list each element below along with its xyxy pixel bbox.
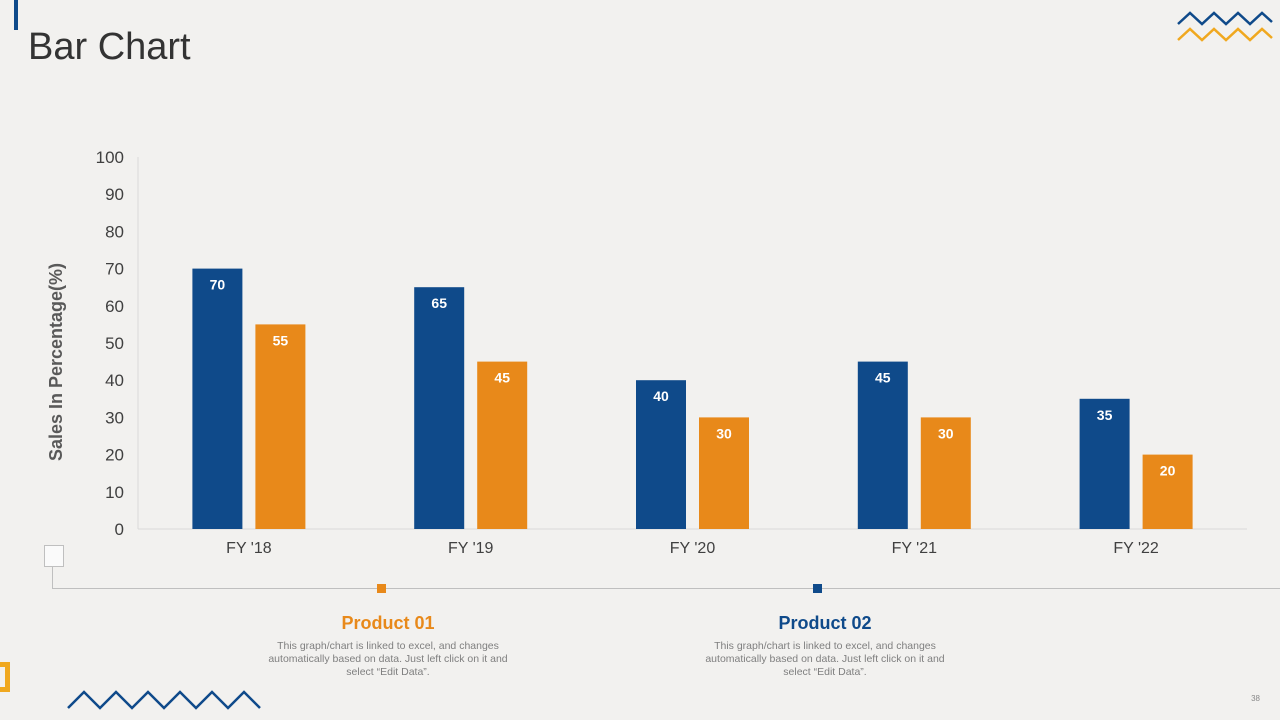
bar — [414, 287, 465, 529]
legend-product-01: Product 01 This graph/chart is linked to… — [263, 613, 513, 679]
data-label: 40 — [653, 388, 669, 404]
y-tick-label: 80 — [105, 222, 124, 241]
y-tick-label: 10 — [105, 483, 124, 502]
y-tick-label: 100 — [96, 148, 124, 167]
bar — [255, 324, 306, 529]
bar — [477, 361, 528, 529]
data-label: 70 — [210, 277, 226, 293]
legend-divider-line — [52, 588, 1280, 589]
page-title: Bar Chart — [28, 26, 191, 68]
product-02-description: This graph/chart is linked to excel, and… — [705, 640, 945, 678]
y-tick-label: 0 — [115, 520, 124, 539]
bar — [192, 268, 243, 529]
legend-product-02: Product 02 This graph/chart is linked to… — [700, 613, 950, 679]
y-tick-label: 60 — [105, 297, 124, 316]
data-label: 55 — [273, 332, 289, 348]
y-tick-label: 50 — [105, 334, 124, 353]
bar — [857, 361, 908, 529]
bar — [1079, 398, 1130, 529]
y-tick-label: 90 — [105, 185, 124, 204]
title-accent-bar — [14, 0, 18, 30]
data-label: 45 — [494, 370, 510, 386]
data-label: 20 — [1160, 463, 1176, 479]
product-02-marker — [813, 584, 822, 593]
data-label: 30 — [938, 425, 954, 441]
zigzag-bottom-icon — [67, 690, 261, 710]
bar — [920, 417, 971, 529]
product-01-description: This graph/chart is linked to excel, and… — [268, 640, 508, 678]
bar — [1142, 454, 1193, 529]
x-category-label: FY '22 — [1113, 540, 1159, 557]
data-label: 35 — [1097, 407, 1113, 423]
x-category-label: FY '21 — [892, 540, 938, 557]
legend-connector-line — [52, 566, 53, 588]
y-tick-label: 70 — [105, 260, 124, 279]
y-tick-label: 30 — [105, 408, 124, 427]
y-axis-title: Sales In Percentage(%) — [46, 263, 66, 461]
bar — [636, 380, 686, 529]
product-01-title: Product 01 — [341, 613, 435, 633]
x-category-label: FY '18 — [226, 540, 272, 557]
corner-decoration — [0, 662, 10, 692]
data-label: 45 — [875, 370, 891, 386]
y-tick-label: 20 — [105, 446, 124, 465]
product-02-title: Product 02 — [778, 613, 872, 633]
y-tick-label: 40 — [105, 371, 124, 390]
zigzag-decoration-icon — [1177, 11, 1273, 42]
page-number: 38 — [1251, 694, 1260, 703]
bar — [699, 417, 749, 529]
product-01-marker — [377, 584, 386, 593]
data-label: 65 — [431, 295, 447, 311]
x-category-label: FY '19 — [448, 540, 494, 557]
x-category-label: FY '20 — [670, 540, 716, 557]
legend-deco-box — [44, 545, 64, 567]
data-label: 30 — [716, 425, 732, 441]
